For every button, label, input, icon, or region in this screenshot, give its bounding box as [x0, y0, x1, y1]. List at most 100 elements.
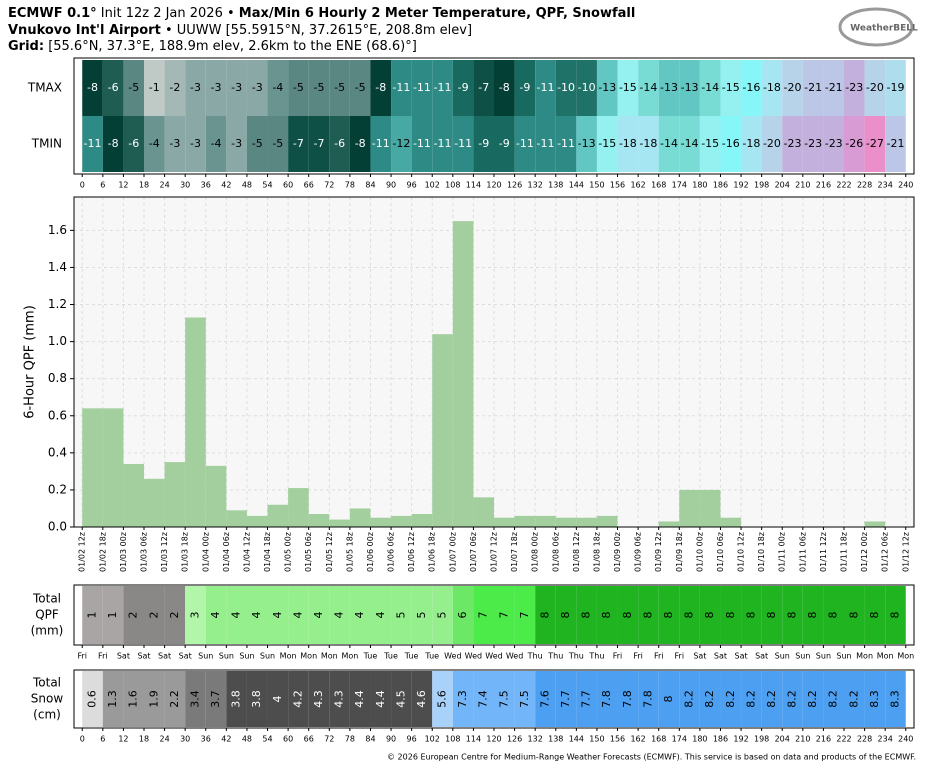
cell-label: -16	[722, 137, 740, 150]
heat-cell	[658, 116, 680, 172]
station: Vnukovo Int'l Airport	[8, 23, 161, 38]
heat-cell	[699, 60, 721, 116]
heat-cell	[267, 60, 289, 116]
cell-label: -10	[578, 81, 596, 94]
strip-cell	[370, 671, 392, 727]
station-info: • UUWW [55.5915°N, 37.2615°E, 208.8m ele…	[165, 23, 472, 38]
heat-cell	[82, 116, 103, 172]
x-tick-label: 12	[118, 181, 128, 190]
x-tick-label: 42	[221, 735, 231, 744]
x-tick-label: Sat	[693, 652, 706, 661]
cell-label: -9	[458, 81, 469, 94]
heat-cell	[679, 60, 700, 116]
strip-cell	[844, 671, 865, 727]
strip-cell	[720, 586, 742, 644]
cell-label: 3.8	[250, 690, 263, 708]
heat-cell	[349, 116, 371, 172]
cell-label: 2.2	[168, 690, 181, 708]
strip-cell	[123, 671, 144, 727]
heat-cell	[844, 60, 865, 116]
strip-cell	[452, 586, 474, 644]
y-tick-label: 1.0	[48, 334, 67, 348]
heat-cell	[370, 60, 392, 116]
chart-title: Max/Min 6 Hourly 2 Meter Temperature, QP…	[239, 6, 636, 21]
strip-cell	[185, 671, 206, 727]
logo-swirl	[838, 7, 914, 47]
cell-label: 2	[127, 612, 140, 619]
x-tick-label: 180	[692, 735, 707, 744]
cell-label: -11	[372, 137, 390, 150]
strip-cell	[329, 671, 350, 727]
strip-cell	[246, 586, 268, 644]
heat-cell	[391, 60, 412, 116]
x-tick-label: 204	[775, 181, 790, 190]
x-tick-label: 01/07 18z	[510, 532, 519, 572]
heat-cell	[473, 116, 494, 172]
x-tick-label: 144	[569, 181, 584, 190]
strip-cell	[761, 671, 783, 727]
heat-cell	[246, 116, 268, 172]
strip-cell	[494, 671, 515, 727]
x-tick-label: 01/03 12z	[160, 532, 169, 572]
heat-cell	[802, 116, 824, 172]
cell-label: 8	[847, 612, 860, 619]
strip-cell	[205, 586, 227, 644]
strip-cell	[349, 671, 371, 727]
cell-label: 5.6	[436, 690, 449, 708]
x-tick-label: 168	[651, 181, 666, 190]
x-tick-label: Tue	[424, 652, 439, 661]
x-tick-label: 168	[651, 735, 666, 744]
heat-cell	[535, 60, 556, 116]
x-tick-label: Wed	[485, 652, 502, 661]
cell-label: 4	[209, 612, 222, 619]
x-tick-label: 01/06 12z	[407, 532, 416, 572]
x-tick-label: 120	[486, 735, 501, 744]
bar	[246, 515, 268, 527]
x-tick-label: 114	[466, 735, 481, 744]
cell-label: -7	[314, 137, 325, 150]
heat-cell	[576, 60, 597, 116]
heat-cell	[555, 60, 577, 116]
strip-cell	[164, 586, 186, 644]
cell-label: 8.2	[744, 690, 757, 708]
x-tick-label: 228	[857, 181, 872, 190]
strip-cell	[535, 586, 556, 644]
x-tick-label: Sat	[714, 652, 727, 661]
cell-label: 4	[230, 612, 243, 619]
bar	[720, 517, 742, 527]
strip-cell	[617, 586, 639, 644]
cell-label: 3.4	[188, 690, 201, 708]
cell-label: -8	[499, 81, 510, 94]
cell-label: 7.8	[621, 690, 634, 708]
x-tick-label: 222	[836, 735, 851, 744]
x-tick-label: 24	[159, 735, 169, 744]
x-tick-label: 108	[445, 181, 460, 190]
cell-label: 8.2	[827, 690, 840, 708]
bar	[164, 462, 186, 527]
cell-label: 4.6	[415, 690, 428, 708]
heat-cell	[679, 116, 700, 172]
heat-cell	[205, 60, 227, 116]
cell-label: -5	[272, 137, 283, 150]
station-line: Vnukovo Int'l Airport • UUWW [55.5915°N,…	[8, 23, 472, 38]
strip-cell	[576, 586, 597, 644]
x-tick-label: 01/03 06z	[140, 532, 149, 572]
cell-label: 4	[271, 696, 284, 703]
logo: WeatherBELL	[838, 7, 918, 47]
cell-label: -10	[557, 81, 575, 94]
cell-label: -11	[536, 137, 554, 150]
x-tick-label: Thu	[527, 652, 543, 661]
x-tick-label: 240	[898, 181, 913, 190]
x-tick-label: Wed	[444, 652, 461, 661]
strip-cell	[205, 671, 227, 727]
heat-cell	[452, 116, 474, 172]
x-tick-label: 01/10 12z	[737, 532, 746, 572]
cell-label: 7	[518, 612, 531, 619]
x-tick-label: 162	[630, 735, 645, 744]
cell-label: -11	[434, 81, 452, 94]
x-tick-label: Wed	[506, 652, 523, 661]
heat-cell	[720, 116, 742, 172]
bar	[864, 521, 886, 527]
strip-cell	[391, 671, 412, 727]
x-tick-label: 01/03 18z	[181, 532, 190, 572]
